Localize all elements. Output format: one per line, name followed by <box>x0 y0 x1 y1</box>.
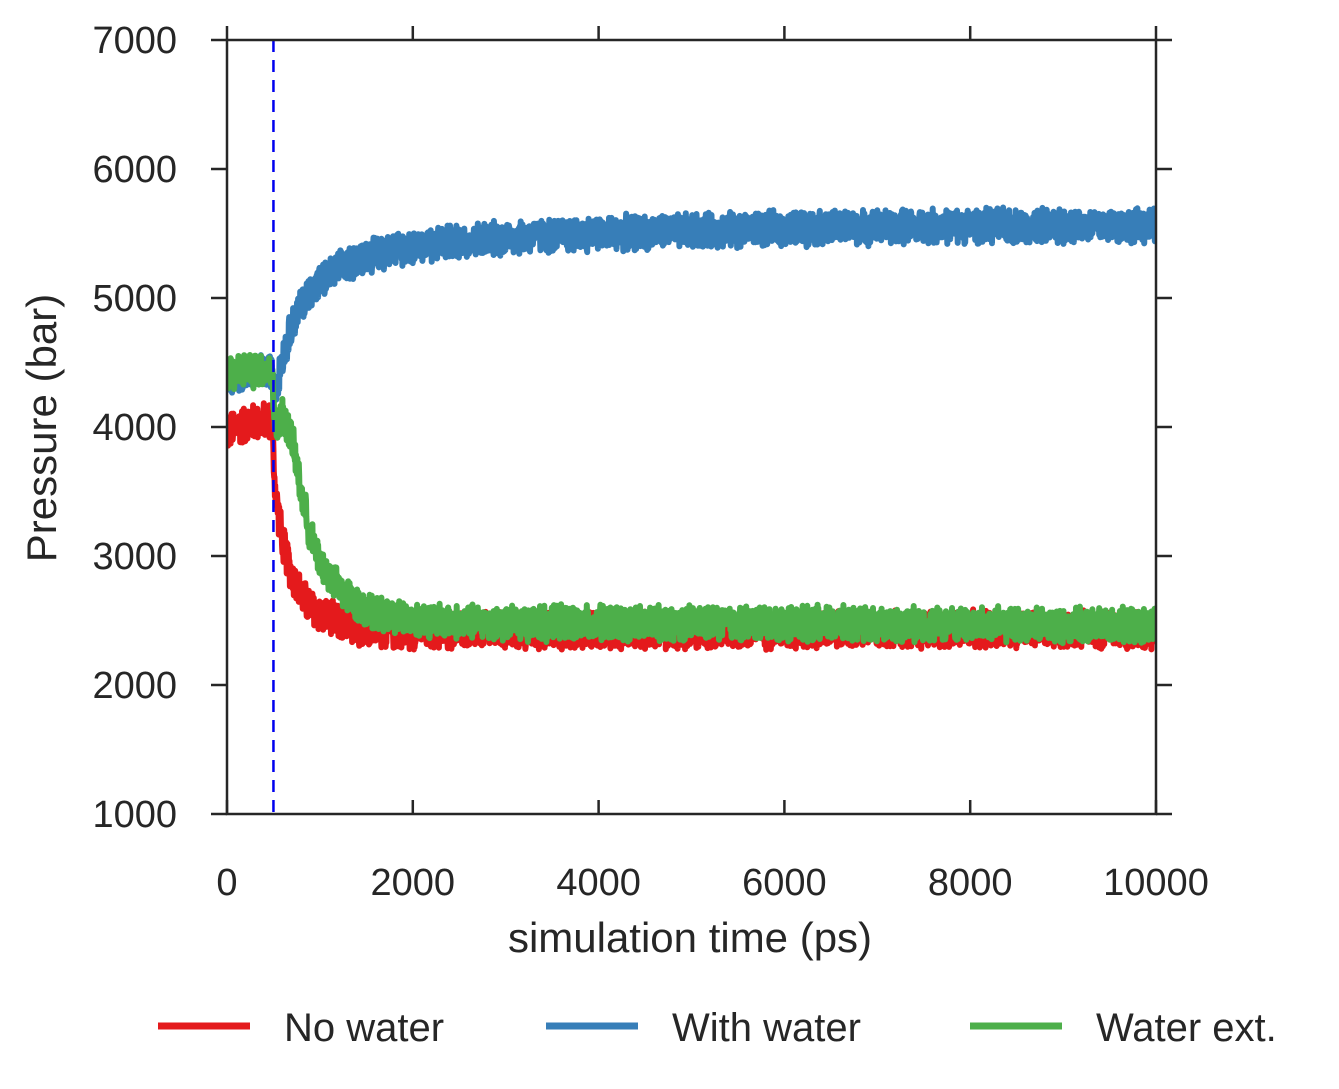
series-line-2 <box>227 352 1156 647</box>
y-tick-label: 2000 <box>92 665 177 707</box>
legend-label-1: With water <box>672 1006 861 1050</box>
y-tick-label: 3000 <box>92 536 177 578</box>
series-line-1 <box>227 204 1156 403</box>
axes-border <box>225 38 1158 816</box>
plot-area <box>227 204 1156 653</box>
x-axis-ticks: 0 2000 4000 6000 8000 10000 <box>216 26 1209 904</box>
x-tick-label: 8000 <box>928 862 1013 904</box>
y-tick-label: 7000 <box>92 20 177 62</box>
legend: No water With water Water ext. <box>158 1006 1277 1050</box>
x-tick-label: 10000 <box>1103 862 1209 904</box>
x-tick-label: 2000 <box>371 862 456 904</box>
y-axis-label: Pressure (bar) <box>18 294 65 562</box>
y-tick-label: 6000 <box>92 149 177 191</box>
x-tick-label: 6000 <box>742 862 827 904</box>
x-axis-label: simulation time (ps) <box>508 914 872 961</box>
y-axis-ticks: 1000 2000 3000 4000 5000 6000 7000 <box>92 20 1172 836</box>
y-tick-label: 5000 <box>92 278 177 320</box>
y-tick-label: 1000 <box>92 794 177 836</box>
axes-frame <box>225 38 1158 816</box>
y-tick-label: 4000 <box>92 407 177 449</box>
x-tick-label: 0 <box>216 862 237 904</box>
legend-label-0: No water <box>284 1006 444 1050</box>
legend-label-2: Water ext. <box>1096 1006 1277 1050</box>
x-tick-label: 4000 <box>556 862 641 904</box>
